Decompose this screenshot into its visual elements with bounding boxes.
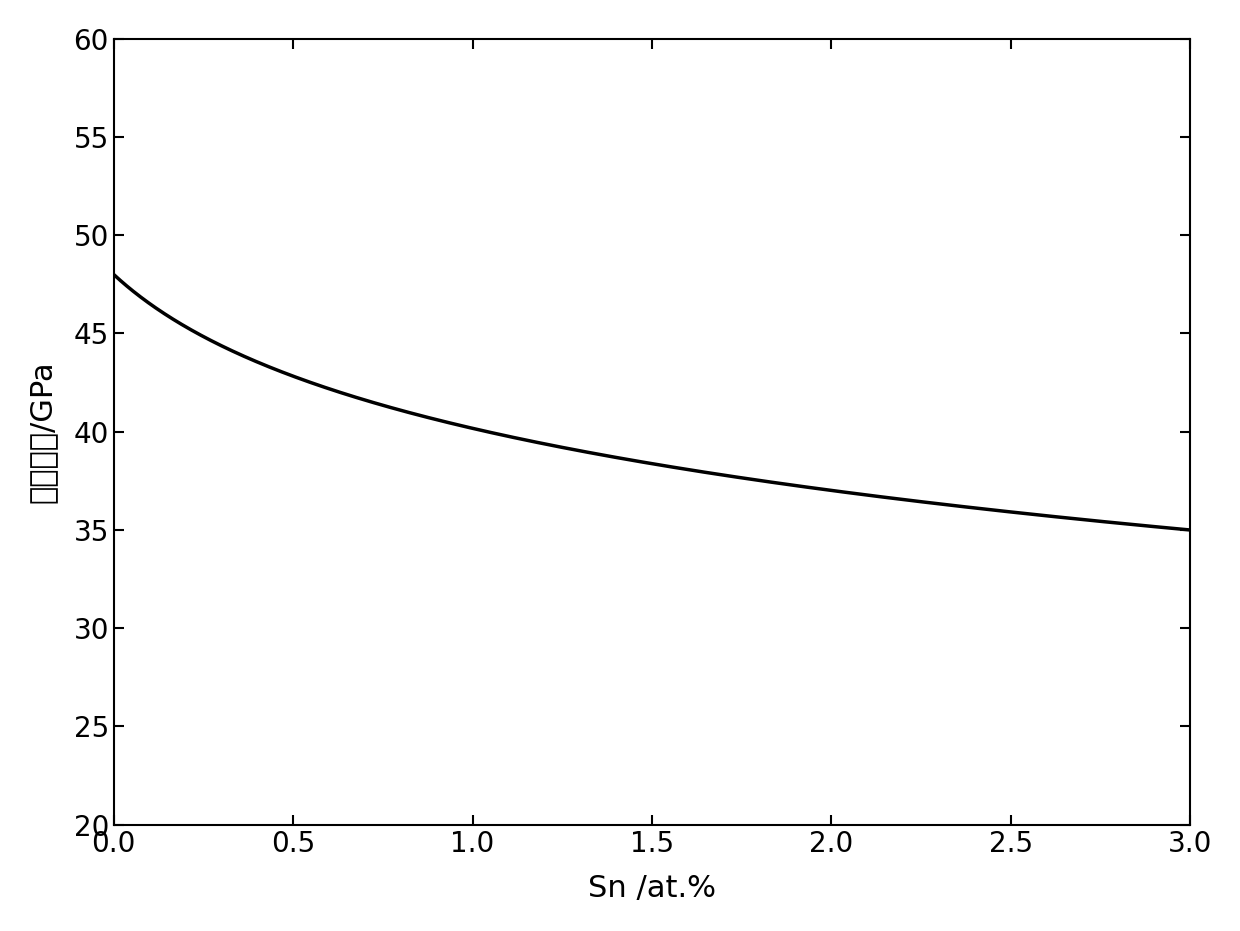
Y-axis label: 弹性模量/GPa: 弹性模量/GPa: [27, 360, 57, 503]
X-axis label: Sn /at.%: Sn /at.%: [588, 874, 715, 903]
